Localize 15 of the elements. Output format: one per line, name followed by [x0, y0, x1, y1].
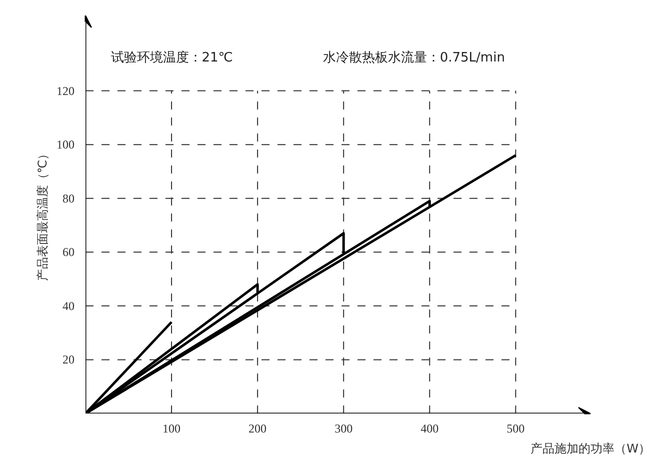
x-axis-title: 产品施加的功率（W） [530, 442, 650, 456]
annotation: 试验环境温度：21℃ [110, 50, 233, 66]
y-axis-title: 产品表面最高温度（℃） [36, 148, 50, 282]
x-tick-label: 100 [162, 422, 181, 436]
y-tick-label: 40 [62, 298, 74, 313]
y-tick-label: 100 [56, 138, 74, 152]
x-tick-label: 200 [248, 422, 267, 436]
x-tick-label: 400 [420, 422, 439, 436]
annotation: 水冷散热板水流量：0.75L/min [322, 50, 505, 66]
x-tick-label: 300 [334, 422, 353, 436]
y-tick-label: 120 [56, 84, 74, 98]
x-tick-label: 500 [506, 422, 525, 436]
y-tick-label: 80 [62, 191, 74, 206]
y-tick-label: 20 [62, 352, 74, 367]
y-tick-label: 60 [62, 245, 74, 260]
